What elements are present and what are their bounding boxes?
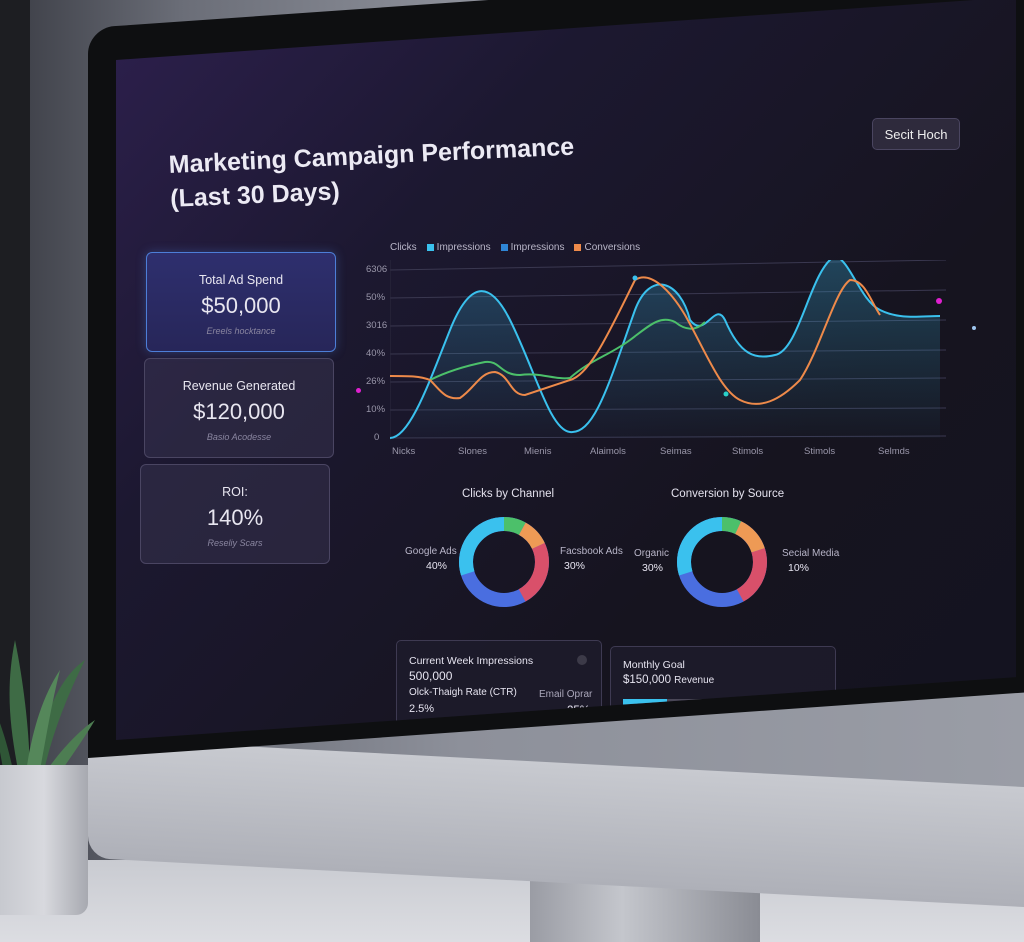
ctr-label: Olck-Thaigh Rate (CTR)	[409, 687, 517, 698]
kpi-roi[interactable]: ROI: 140% Reseliy Scars	[140, 464, 330, 564]
kpi-subtext: Ereels hocktance	[206, 326, 276, 336]
y-tick: 10%	[366, 404, 386, 415]
y-tick: 6306	[366, 264, 388, 275]
legend-item-conversions[interactable]: Conversions	[574, 242, 640, 253]
kpi-revenue-generated[interactable]: Revenue Generated $120,000 Basio Acodess…	[144, 358, 334, 458]
email-label: Email Oprar	[539, 689, 593, 700]
magenta-dot-marker	[356, 388, 361, 393]
donut-label-facebook-ads: Facsbook Ads	[560, 546, 623, 557]
card-title: Current Week Impressions	[409, 655, 534, 667]
x-tick: Seimas	[660, 446, 692, 457]
donut-label-social-media: Secial Media	[782, 548, 840, 559]
x-tick: Selmds	[878, 446, 910, 457]
y-tick: 26%	[366, 376, 386, 387]
card-title: Monthly Goal	[623, 659, 685, 671]
monitor-screen: Marketing Campaign Performance (Last 30 …	[116, 0, 1016, 741]
plant-pot	[0, 765, 88, 915]
blue-dot-marker	[972, 326, 976, 330]
x-tick: Stimols	[804, 446, 836, 457]
legend-item-impressions[interactable]: Impressions	[426, 242, 491, 253]
donut-label-organic: Organic	[634, 548, 670, 559]
x-tick: Mienis	[524, 446, 552, 457]
legend-item-clicks[interactable]: Clicks	[390, 242, 417, 253]
donut-title-conversion-by-source: Conversion by Source	[671, 488, 785, 500]
magenta-dot-marker	[936, 298, 942, 304]
donut-chart-clicks-by-channel	[459, 517, 549, 607]
y-tick: 50%	[366, 292, 386, 303]
legend-item-impressions-2[interactable]: Impressions	[500, 242, 564, 253]
info-icon[interactable]	[577, 655, 587, 665]
donut-title-clicks-by-channel: Clicks by Channel	[462, 488, 555, 500]
donut-chart-conversion-by-source	[677, 517, 767, 607]
x-tick: Alaimols	[590, 446, 626, 457]
kpi-label: ROI:	[222, 485, 248, 499]
donut-pct-social-media: 10%	[788, 562, 810, 574]
y-tick: 3016	[366, 320, 388, 331]
legend-swatch	[500, 243, 508, 251]
legend-swatch	[574, 243, 582, 251]
y-tick: 0	[374, 432, 380, 443]
x-tick: Stimols	[732, 446, 764, 457]
kpi-total-ad-spend[interactable]: Total Ad Spend $50,000 Ereels hocktance	[146, 252, 336, 352]
donut-pct-google-ads: 40%	[426, 560, 448, 572]
kpi-label: Revenue Generated	[182, 379, 296, 393]
kpi-subtext: Reseliy Scars	[207, 538, 263, 548]
donut-pct-organic: 30%	[642, 562, 664, 574]
goal-value: $150,000 Revenue	[623, 674, 715, 686]
line-chart: Clicks Impressions Impressions Conversio…	[366, 230, 946, 470]
chart-legend: Clicks Impressions Impressions Conversio…	[390, 242, 640, 253]
kpi-subtext: Basio Acodesse	[206, 432, 272, 442]
ctr-value: 2.5%	[409, 703, 435, 715]
donut-label-google-ads: Google Ads	[405, 546, 457, 557]
donut-pct-facebook-ads: 30%	[564, 560, 586, 572]
kpi-label: Total Ad Spend	[198, 273, 284, 287]
card-value: 500,000	[409, 669, 453, 683]
kpi-value: $50,000	[201, 293, 281, 318]
line-chart-plot	[390, 260, 946, 440]
kpi-value: $120,000	[193, 399, 285, 424]
y-tick: 40%	[366, 348, 386, 359]
kpi-value: 140%	[206, 505, 264, 530]
page-title: Marketing Campaign Performance (Last 30 …	[168, 130, 576, 216]
legend-swatch	[426, 243, 434, 251]
dashboard: Marketing Campaign Performance (Last 30 …	[116, 60, 1016, 740]
x-tick: Nicks	[392, 446, 416, 457]
top-action-button[interactable]: Secit Hoch	[872, 118, 960, 150]
x-tick: Slones	[458, 446, 488, 457]
